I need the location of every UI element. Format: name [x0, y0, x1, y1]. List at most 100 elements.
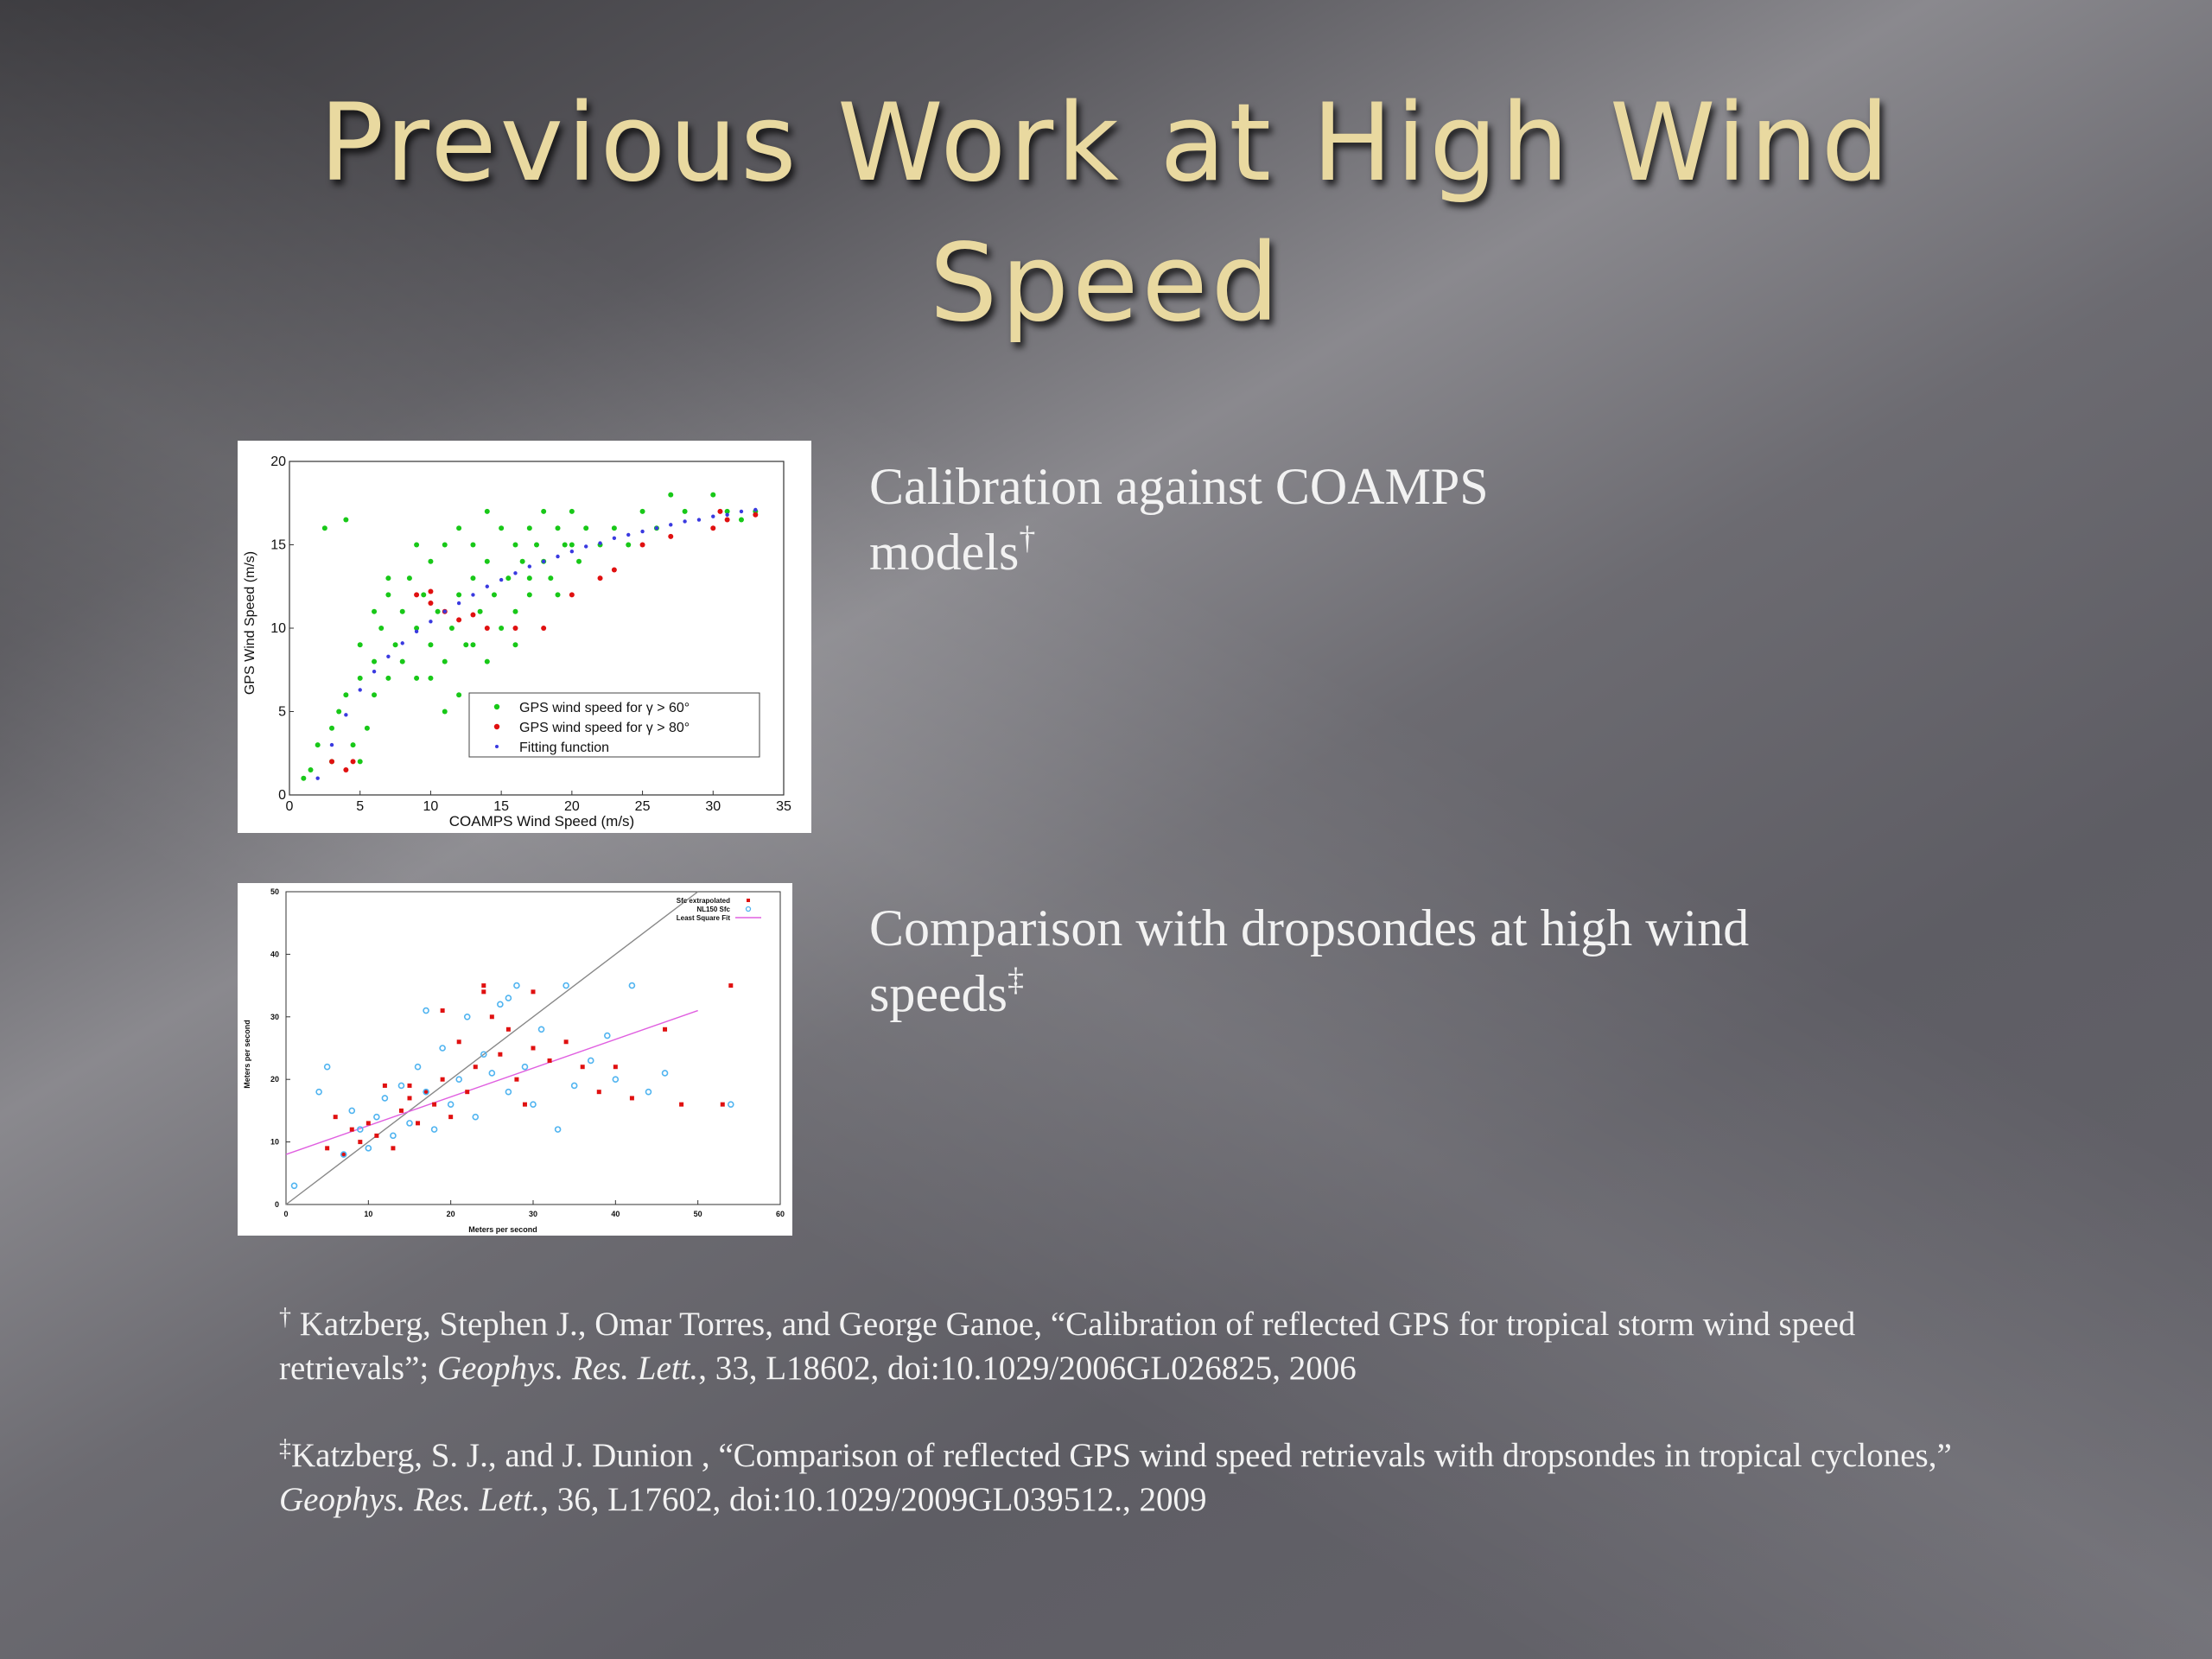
gamma-60-point — [428, 558, 434, 564]
x-tick-label: 10 — [423, 799, 439, 814]
sfc-extrapolated-point — [440, 1008, 445, 1014]
legend-box — [468, 692, 760, 758]
gamma-60-point — [315, 742, 321, 748]
least-square-fit-line — [285, 1009, 698, 1155]
y-tick-label: 20 — [270, 454, 286, 469]
sfc-extrapolated-point — [679, 1102, 684, 1107]
nl150-sfc-point — [439, 1045, 446, 1052]
legend-label: Sfc extrapolated — [677, 897, 730, 905]
gamma-80-point — [343, 767, 349, 773]
sfc-extrapolated-point — [531, 1046, 536, 1051]
sfc-extrapolated-point — [341, 1152, 346, 1157]
gamma-80-point — [484, 626, 490, 631]
y-axis-label: GPS Wind Speed (m/s) — [243, 551, 257, 695]
y-tick-label: 10 — [270, 1138, 279, 1147]
nl150-sfc-point — [463, 1014, 471, 1020]
nl150-sfc-point — [521, 1063, 529, 1071]
gamma-60-point — [682, 508, 688, 514]
gamma-60-point — [484, 658, 490, 664]
fit-point — [400, 641, 404, 645]
comparison-text: Comparison with dropsondes at high wind … — [869, 899, 1750, 1022]
gamma-80-point — [414, 592, 420, 598]
nl150-sfc-point — [390, 1132, 397, 1140]
gamma-60-point — [414, 675, 420, 681]
nl150-sfc-point — [381, 1095, 389, 1102]
x-tick-label: 60 — [776, 1210, 785, 1218]
gamma-60-point — [526, 592, 532, 598]
gamma-60-point — [308, 767, 314, 773]
y-axis-label: Meters per second — [243, 1020, 251, 1089]
gamma-60-point — [526, 525, 532, 531]
y-tick-label: 0 — [278, 788, 286, 803]
gamma-60-point — [512, 642, 518, 648]
fit-point — [485, 584, 489, 588]
gamma-60-point — [414, 626, 420, 631]
x-tick-label: 20 — [564, 799, 580, 814]
fit-point — [696, 518, 702, 522]
fit-point — [358, 688, 362, 692]
gamma-60-point — [385, 592, 391, 598]
gamma-60-point — [428, 675, 434, 681]
nl150-sfc-point — [373, 1113, 380, 1121]
nl150-sfc-point — [587, 1057, 594, 1065]
x-tick-label: 15 — [493, 799, 509, 814]
legend-marker — [493, 723, 500, 730]
gamma-60-point — [392, 642, 398, 648]
gamma-80-point — [668, 533, 674, 539]
gamma-60-point — [555, 592, 561, 598]
nl150-sfc-point — [505, 1088, 512, 1096]
gamma-60-point — [512, 608, 518, 614]
gamma-60-point — [491, 592, 497, 598]
fit-point — [344, 713, 348, 717]
x-tick-label: 0 — [283, 1210, 288, 1218]
nl150-sfc-point — [472, 1113, 480, 1121]
x-tick-label: 0 — [286, 799, 294, 814]
gamma-80-point — [724, 517, 730, 523]
gamma-60-point — [548, 575, 554, 582]
gamma-60-point — [329, 725, 335, 731]
sfc-extrapolated-point — [407, 1083, 412, 1088]
gamma-60-point — [435, 608, 441, 614]
gamma-60-point — [372, 692, 378, 698]
fit-point — [569, 550, 575, 554]
fit-point — [711, 514, 715, 518]
y-tick-label: 30 — [270, 1013, 279, 1021]
fit-point — [584, 544, 588, 549]
gamma-60-point — [456, 525, 462, 531]
reference-2: ‡Katzberg, S. J., and J. Dunion , “Compa… — [279, 1433, 2007, 1522]
gamma-60-point — [378, 626, 385, 631]
gamma-60-point — [626, 542, 632, 548]
gamma-80-point — [541, 626, 547, 631]
fit-point — [527, 564, 532, 569]
journal-name: Geophys. Res. Lett. — [279, 1481, 541, 1518]
x-tick-label: 30 — [705, 799, 721, 814]
sfc-extrapolated-point — [465, 1090, 470, 1095]
gamma-60-point — [456, 692, 462, 698]
nl150-sfc-point — [727, 1101, 734, 1108]
gamma-60-point — [724, 508, 730, 514]
fit-point — [725, 512, 729, 517]
title-line-1: Previous Work at High Wind — [319, 81, 1893, 206]
gamma-80-point — [350, 759, 356, 765]
sfc-extrapolated-point — [473, 1065, 478, 1070]
fit-point — [442, 609, 447, 613]
nl150-sfc-point — [480, 1051, 487, 1058]
y-tick-label: 5 — [278, 705, 286, 720]
legend-marker — [747, 899, 750, 902]
nl150-sfc-point — [563, 982, 569, 989]
fit-point — [471, 593, 475, 597]
fit-point — [612, 536, 617, 540]
gamma-60-point — [639, 508, 645, 514]
sfc-extrapolated-point — [580, 1065, 585, 1070]
gamma-80-point — [470, 612, 476, 618]
calibration-caption: Calibration against COAMPS models† — [869, 454, 1647, 585]
gamma-60-point — [738, 517, 744, 523]
gamma-60-point — [301, 775, 307, 781]
gamma-60-point — [414, 542, 420, 548]
sfc-extrapolated-point — [728, 983, 734, 988]
gamma-60-point — [477, 608, 483, 614]
gamma-60-point — [456, 592, 462, 598]
gamma-60-point — [541, 508, 547, 514]
gamma-60-point — [583, 525, 589, 531]
gamma-60-point — [519, 558, 525, 564]
